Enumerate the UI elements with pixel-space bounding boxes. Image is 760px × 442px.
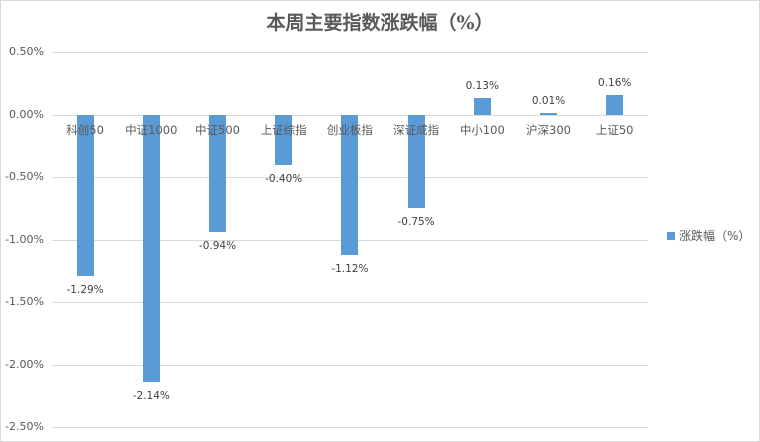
data-label: -1.29% — [66, 283, 104, 296]
data-label: -0.40% — [265, 172, 303, 185]
chart-title: 本周主要指数涨跌幅（%） — [266, 12, 494, 34]
data-label: -0.75% — [397, 216, 435, 229]
category-label: 上证综指 — [260, 123, 307, 137]
category-label: 科创50 — [66, 123, 104, 137]
bar — [142, 114, 160, 382]
gridline — [52, 302, 648, 303]
category-label: 上证50 — [595, 123, 634, 137]
y-tick-label: 0.00% — [9, 108, 44, 121]
category-label: 创业板指 — [326, 123, 373, 137]
gridline — [52, 365, 648, 366]
bar — [407, 114, 425, 209]
gridline — [52, 52, 648, 53]
bar — [473, 98, 491, 115]
bar — [606, 94, 624, 115]
y-tick-label: -2.50% — [5, 420, 44, 433]
gridline — [52, 427, 648, 428]
data-label: -1.12% — [331, 262, 369, 275]
bar — [76, 114, 94, 276]
category-label: 中证1000 — [125, 123, 178, 137]
y-tick-label: -0.50% — [5, 170, 44, 183]
y-tick-label: 0.50% — [9, 45, 44, 58]
category-label: 沪深300 — [526, 123, 571, 137]
data-label: 0.01% — [531, 95, 566, 108]
bar — [275, 114, 293, 165]
y-tick-label: -1.50% — [5, 295, 44, 308]
category-label: 深证成指 — [393, 123, 440, 137]
y-tick-label: -2.00% — [5, 358, 44, 371]
bar — [540, 113, 557, 115]
data-label: 0.16% — [598, 76, 632, 89]
legend-swatch — [667, 231, 675, 240]
legend-label: 涨跌幅（%） — [679, 229, 751, 243]
legend: 涨跌幅（%） — [667, 227, 750, 244]
data-label: 0.13% — [465, 80, 499, 93]
y-tick-label: -1.00% — [5, 233, 44, 246]
category-label: 中小100 — [459, 123, 505, 137]
data-label: -0.94% — [198, 240, 237, 252]
data-label: -2.14% — [132, 390, 170, 402]
category-label: 中证500 — [195, 123, 240, 137]
bar — [209, 114, 226, 232]
bar — [341, 114, 359, 255]
